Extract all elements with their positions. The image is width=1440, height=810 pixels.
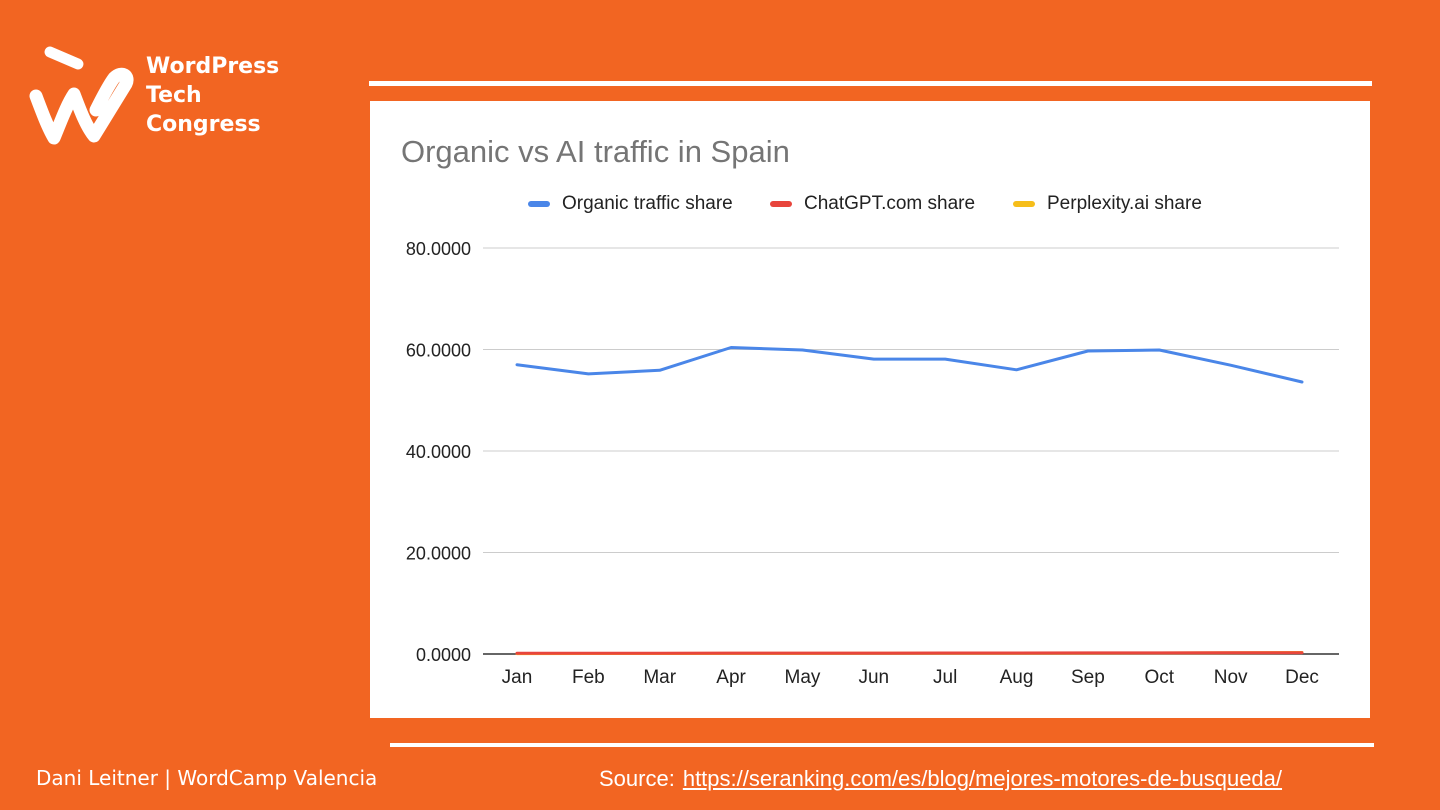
legend-label: Perplexity.ai share [1047, 193, 1202, 214]
legend-swatch-perplexity [1013, 201, 1035, 207]
x-tick-label: Nov [1214, 667, 1248, 688]
line-chart-plot: 0.0000 20.0000 40.0000 60.0000 80.0000 Jan Feb… [406, 239, 1339, 688]
y-tick-label: 60.0000 [406, 341, 471, 361]
x-tick-label: Dec [1285, 667, 1319, 688]
chart-title: Organic vs AI traffic in Spain [401, 134, 790, 169]
brand-line: Congress [146, 112, 261, 137]
series-line-chatgptcom [515, 651, 1304, 655]
x-tick-label: Sep [1071, 667, 1105, 688]
y-tick-label: 0.0000 [416, 645, 471, 665]
legend-item-chatgpt: ChatGPT.com share [770, 193, 975, 215]
source-label: Source: [599, 766, 675, 791]
legend-label: ChatGPT.com share [804, 193, 976, 214]
x-tick-label: Aug [1000, 667, 1034, 688]
x-tick-label: Jan [502, 667, 533, 688]
x-tick-label: Apr [716, 667, 746, 688]
y-tick-label: 20.0000 [406, 544, 471, 564]
x-tick-label: Jun [858, 667, 889, 688]
chart-card: Organic vs AI traffic in Spain Organic t… [370, 101, 1370, 718]
x-tick-label: Oct [1144, 667, 1174, 688]
brand-line: WordPress [146, 54, 280, 79]
legend-swatch-organic [528, 201, 550, 207]
legend-item-organic: Organic traffic share [528, 193, 733, 215]
x-tick-label: Mar [643, 667, 676, 688]
bottom-divider [390, 743, 1374, 747]
legend-swatch-chatgpt [770, 201, 792, 207]
y-tick-label: 40.0000 [406, 442, 471, 462]
top-divider [369, 81, 1372, 86]
x-tick-label: Feb [572, 667, 605, 688]
footer-author: Dani Leitner | WordCamp Valencia [36, 766, 378, 790]
brand-line: Tech [146, 83, 202, 108]
legend-item-perplexity: Perplexity.ai share [1013, 193, 1202, 215]
x-tick-label: May [785, 667, 821, 688]
wordpress-tech-congress-logo-icon [29, 46, 134, 145]
series-line-organic [515, 346, 1304, 384]
chart-legend: Organic traffic share ChatGPT.com share … [370, 193, 1370, 217]
source-link[interactable]: https://seranking.com/es/blog/mejores-mo… [682, 766, 1283, 791]
x-tick-label: Jul [933, 667, 957, 688]
legend-label: Organic traffic share [562, 193, 733, 214]
brand-name: WordPress Tech Congress [146, 52, 279, 139]
y-tick-label: 80.0000 [406, 239, 471, 259]
footer-source: Source: https://seranking.com/es/blog/mej… [599, 766, 1282, 792]
